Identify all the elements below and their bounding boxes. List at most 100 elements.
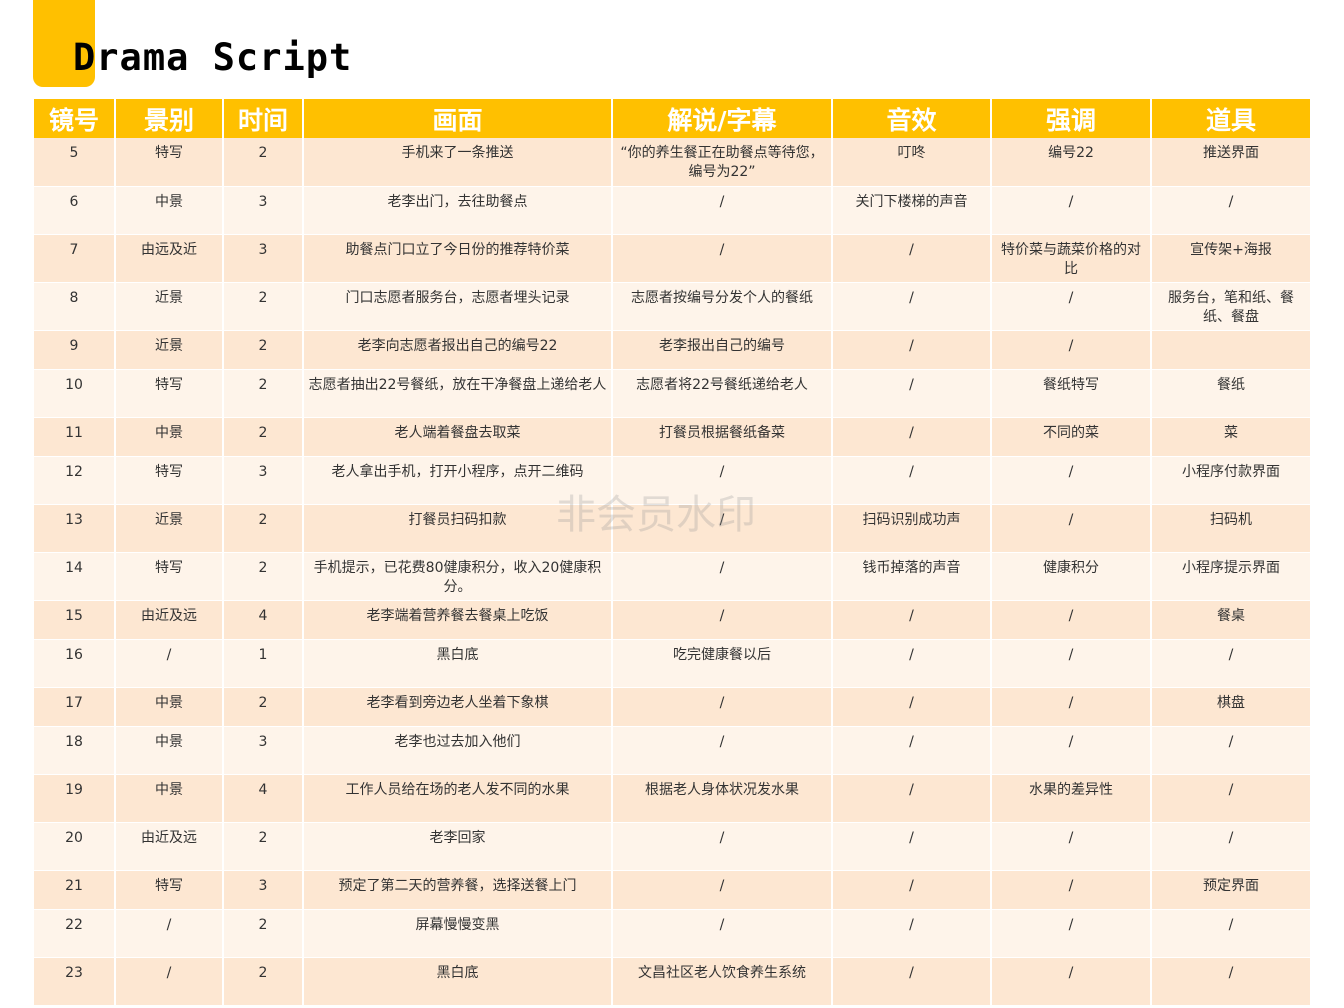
cell-sound-effect: / — [832, 774, 992, 823]
cell-props — [1151, 330, 1310, 370]
cell-scene: 工作人员给在场的老人发不同的水果 — [303, 774, 613, 823]
table-row: 14 特写 2 手机提示，已花费80健康积分，收入20健康积分。 / 钱币掉落的声音 健康积… — [34, 552, 1310, 601]
cell-duration: 2 — [223, 369, 304, 418]
cell-shot-number: 15 — [34, 600, 116, 640]
table-row: 12 特写 3 老人拿出手机，打开小程序，点开二维码 / / / 小程序付款界面 — [34, 456, 1310, 505]
cell-sound-effect: / — [832, 687, 992, 727]
cell-shot-size: 中景 — [115, 417, 224, 457]
script-table: 镜号 景别 时间 画面 解说/字幕 音效 强调 道具 5 特写 2 手机来了一条推送 “… — [34, 99, 1310, 1006]
cell-emphasis: / — [991, 639, 1152, 688]
cell-emphasis: / — [991, 504, 1152, 553]
cell-shot-size: 近景 — [115, 504, 224, 553]
title-accent-block — [33, 0, 95, 87]
cell-sound-effect: / — [832, 369, 992, 418]
cell-emphasis: 编号22 — [991, 138, 1152, 187]
cell-emphasis: / — [991, 957, 1152, 1006]
cell-props: 棋盘 — [1151, 687, 1310, 727]
cell-props: 预定界面 — [1151, 870, 1310, 910]
header-duration: 时间 — [223, 99, 304, 138]
cell-props: / — [1151, 822, 1310, 871]
cell-shot-size: 中景 — [115, 774, 224, 823]
cell-narration: / — [612, 456, 833, 505]
table-row: 22/2 屏幕慢慢变黑 / / / / — [34, 909, 1310, 958]
cell-scene: 手机来了一条推送 — [303, 138, 613, 187]
cell-duration: 2 — [223, 330, 304, 370]
cell-duration: 2 — [223, 417, 304, 457]
cell-sound-effect: / — [832, 957, 992, 1006]
cell-shot-size: 由近及远 — [115, 600, 224, 640]
header-shot-size: 景别 — [115, 99, 224, 138]
cell-scene: 预定了第二天的营养餐，选择送餐上门 — [303, 870, 613, 910]
table-row: 7 由远及近 3 助餐点门口立了今日份的推荐特价菜 / / 特价菜与蔬菜价格的对比 宣传架+海… — [34, 234, 1310, 283]
cell-shot-size: 近景 — [115, 282, 224, 331]
cell-emphasis: / — [991, 456, 1152, 505]
cell-props: 小程序提示界面 — [1151, 552, 1310, 601]
cell-narration: / — [612, 234, 833, 283]
cell-duration: 2 — [223, 822, 304, 871]
cell-props: / — [1151, 186, 1310, 235]
cell-shot-number: 7 — [34, 234, 116, 283]
cell-emphasis: / — [991, 822, 1152, 871]
table-row: 5 特写 2 手机来了一条推送 “你的养生餐正在助餐点等待您，编号为22” 叮咚 编号22 推… — [34, 138, 1310, 187]
cell-sound-effect: / — [832, 600, 992, 640]
cell-emphasis: 水果的差异性 — [991, 774, 1152, 823]
cell-shot-number: 12 — [34, 456, 116, 505]
cell-sound-effect: 钱币掉落的声音 — [832, 552, 992, 601]
cell-duration: 4 — [223, 600, 304, 640]
cell-shot-number: 16 — [34, 639, 116, 688]
cell-shot-size: / — [115, 639, 224, 688]
cell-duration: 2 — [223, 957, 304, 1006]
table-row: 16/1 黑白底 吃完健康餐以后 / / / — [34, 639, 1310, 688]
cell-props: 宣传架+海报 — [1151, 234, 1310, 283]
cell-emphasis: / — [991, 909, 1152, 958]
cell-shot-size: 特写 — [115, 369, 224, 418]
cell-narration: / — [612, 909, 833, 958]
cell-sound-effect: / — [832, 456, 992, 505]
table-row: 19 中景 4 工作人员给在场的老人发不同的水果 根据老人身体状况发水果 / 水果的差异性 / — [34, 774, 1310, 823]
cell-props: 扫码机 — [1151, 504, 1310, 553]
cell-shot-size: 特写 — [115, 138, 224, 187]
cell-shot-number: 6 — [34, 186, 116, 235]
cell-duration: 3 — [223, 234, 304, 283]
cell-scene: 门口志愿者服务台，志愿者埋头记录 — [303, 282, 613, 331]
cell-scene: 老李向志愿者报出自己的编号22 — [303, 330, 613, 370]
cell-emphasis: / — [991, 330, 1152, 370]
cell-emphasis: 特价菜与蔬菜价格的对比 — [991, 234, 1152, 283]
cell-scene: 老李看到旁边老人坐着下象棋 — [303, 687, 613, 727]
cell-emphasis: / — [991, 687, 1152, 727]
cell-narration: / — [612, 687, 833, 727]
cell-duration: 2 — [223, 909, 304, 958]
cell-props: / — [1151, 639, 1310, 688]
cell-duration: 3 — [223, 726, 304, 775]
cell-emphasis: / — [991, 282, 1152, 331]
cell-narration: 根据老人身体状况发水果 — [612, 774, 833, 823]
cell-sound-effect: 叮咚 — [832, 138, 992, 187]
cell-shot-number: 23 — [34, 957, 116, 1006]
cell-scene: 手机提示，已花费80健康积分，收入20健康积分。 — [303, 552, 613, 601]
cell-shot-size: 特写 — [115, 870, 224, 910]
cell-scene: 老人拿出手机，打开小程序，点开二维码 — [303, 456, 613, 505]
cell-props: / — [1151, 957, 1310, 1006]
cell-shot-size: 由远及近 — [115, 234, 224, 283]
table-header-row: 镜号 景别 时间 画面 解说/字幕 音效 强调 道具 — [34, 99, 1310, 138]
cell-emphasis: 餐纸特写 — [991, 369, 1152, 418]
table-row: 15 由近及远 4 老李端着营养餐去餐桌上吃饭 / / / 餐桌 — [34, 600, 1310, 640]
cell-narration: 打餐员根据餐纸备菜 — [612, 417, 833, 457]
cell-sound-effect: / — [832, 639, 992, 688]
cell-narration: / — [612, 870, 833, 910]
cell-shot-number: 5 — [34, 138, 116, 187]
cell-duration: 2 — [223, 552, 304, 601]
cell-shot-number: 20 — [34, 822, 116, 871]
cell-sound-effect: 扫码识别成功声 — [832, 504, 992, 553]
header-narration: 解说/字幕 — [612, 99, 833, 138]
cell-shot-size: 由近及远 — [115, 822, 224, 871]
cell-shot-number: 19 — [34, 774, 116, 823]
cell-emphasis: / — [991, 186, 1152, 235]
page-title: Drama Script — [73, 36, 353, 79]
cell-props: 小程序付款界面 — [1151, 456, 1310, 505]
cell-duration: 3 — [223, 456, 304, 505]
cell-scene: 黑白底 — [303, 957, 613, 1006]
cell-duration: 4 — [223, 774, 304, 823]
cell-scene: 老人端着餐盘去取菜 — [303, 417, 613, 457]
cell-narration: “你的养生餐正在助餐点等待您，编号为22” — [612, 138, 833, 187]
